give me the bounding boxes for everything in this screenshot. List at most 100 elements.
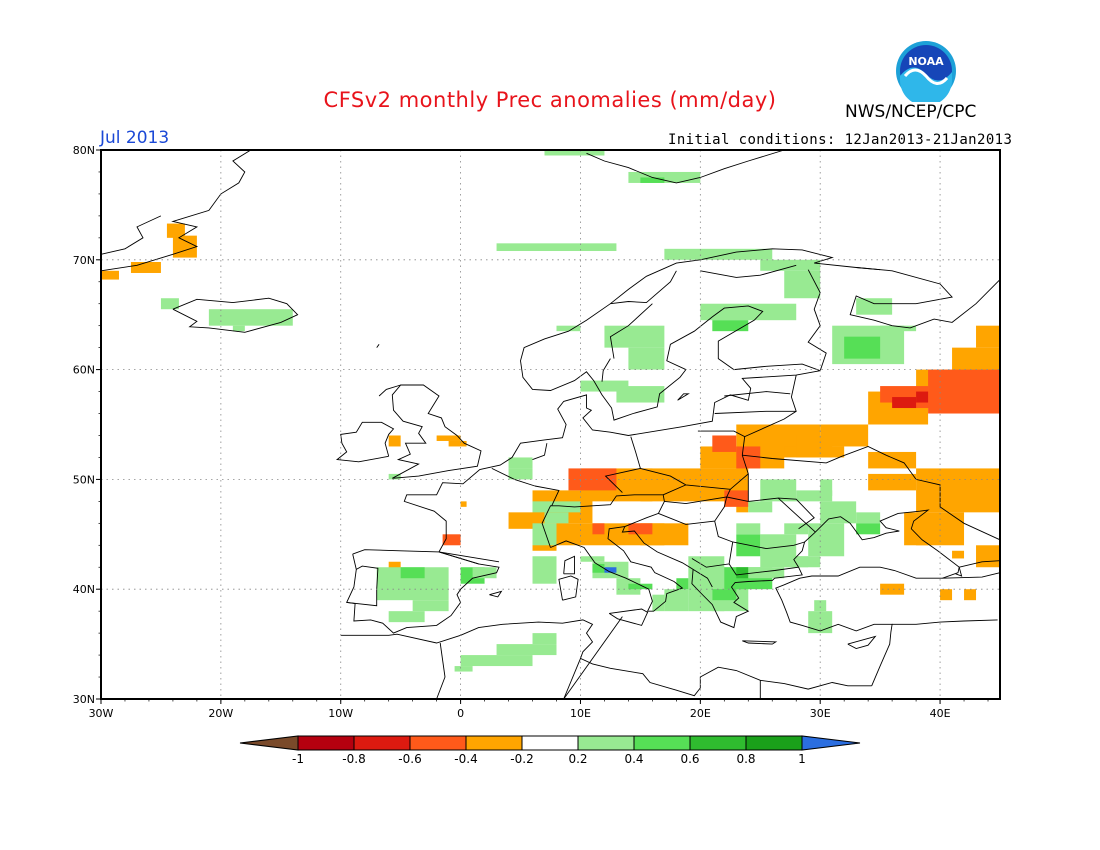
coastline bbox=[489, 590, 503, 598]
coastline bbox=[335, 421, 395, 463]
coastline bbox=[436, 642, 446, 700]
coastline bbox=[346, 565, 379, 607]
coastline bbox=[563, 555, 575, 575]
anomaly-cell bbox=[760, 259, 821, 271]
anomaly-cell bbox=[964, 589, 977, 601]
anomaly-cell bbox=[952, 347, 1000, 370]
lat-tick-label: 40N bbox=[73, 583, 95, 596]
anomaly-cell bbox=[532, 501, 581, 513]
colorbar-segment bbox=[465, 735, 523, 751]
coastline bbox=[608, 608, 649, 626]
coastlines bbox=[100, 149, 1001, 700]
coastline bbox=[677, 393, 690, 401]
colorbar-label: 1 bbox=[798, 752, 806, 766]
coastline bbox=[742, 446, 887, 464]
coastline bbox=[376, 344, 380, 348]
anomaly-cell bbox=[736, 523, 761, 535]
colorbar-label: -0.4 bbox=[454, 752, 478, 766]
colorbar-segment bbox=[745, 735, 803, 751]
anomaly-cell bbox=[460, 655, 533, 667]
lat-tick-label: 50N bbox=[73, 473, 95, 486]
anomaly-cell bbox=[784, 523, 809, 535]
coastline bbox=[534, 485, 560, 506]
anomaly-cell bbox=[796, 556, 821, 568]
anomaly-cell bbox=[784, 270, 821, 299]
coastline bbox=[942, 572, 1001, 579]
anomaly-cell bbox=[592, 523, 605, 535]
coastline bbox=[520, 248, 1001, 421]
anomaly-cell bbox=[508, 468, 533, 480]
coastline bbox=[610, 270, 677, 305]
anomaly-cell bbox=[532, 556, 557, 584]
anomaly-cell bbox=[442, 534, 461, 546]
colorbar-segment bbox=[353, 735, 411, 751]
lon-tick-label: 0 bbox=[457, 707, 464, 720]
lon-tick-label: 10E bbox=[570, 707, 591, 720]
lat-tick-label: 60N bbox=[73, 364, 95, 377]
colorbar-label: -0.6 bbox=[398, 752, 422, 766]
coastline bbox=[885, 454, 1001, 541]
coastline bbox=[609, 303, 653, 359]
map-frame bbox=[100, 149, 1001, 700]
lon-tick-label: 20W bbox=[208, 707, 233, 720]
anomaly-cell bbox=[640, 523, 689, 546]
coastline bbox=[532, 443, 548, 461]
anomaly-cell bbox=[472, 567, 497, 579]
anomaly-cell bbox=[454, 666, 473, 672]
colorbar-label: 0.6 bbox=[680, 752, 700, 766]
anomaly-cell bbox=[868, 473, 917, 491]
anomaly-cell bbox=[892, 397, 917, 409]
coastline bbox=[391, 384, 482, 479]
anomaly-cell bbox=[880, 583, 905, 595]
anomaly-cells bbox=[101, 150, 1000, 672]
lat-tick-label: 30N bbox=[73, 693, 95, 706]
colorbar-label: -1 bbox=[292, 752, 304, 766]
coastline bbox=[550, 509, 960, 686]
colorbar-label: 0.2 bbox=[568, 752, 588, 766]
coastline bbox=[692, 569, 713, 588]
coastline bbox=[100, 215, 162, 255]
colorbar bbox=[239, 735, 861, 751]
anomaly-cell bbox=[796, 435, 833, 458]
anomaly-cell bbox=[844, 336, 881, 359]
coastline bbox=[378, 384, 401, 397]
anomaly-cell bbox=[496, 644, 557, 656]
anomaly-cell bbox=[544, 512, 569, 524]
anomaly-cell bbox=[664, 248, 773, 260]
anomaly-cell bbox=[676, 578, 689, 590]
map-grid bbox=[101, 150, 1000, 699]
coastline bbox=[100, 149, 252, 272]
coastline bbox=[691, 541, 734, 568]
anomaly-cell bbox=[532, 523, 557, 546]
anomaly-cell bbox=[208, 309, 293, 326]
anomaly-cell bbox=[820, 501, 857, 524]
anomaly-cell bbox=[976, 545, 1000, 568]
anomaly-cell bbox=[916, 391, 929, 403]
anomaly-cell bbox=[532, 633, 557, 645]
anomaly-cell bbox=[130, 261, 161, 273]
coastline bbox=[892, 619, 998, 625]
colorbar-arrow-high bbox=[801, 735, 861, 751]
coastline bbox=[724, 391, 791, 397]
anomaly-cell bbox=[856, 298, 893, 315]
colorbar-segment bbox=[577, 735, 635, 751]
anomaly-cell bbox=[388, 435, 401, 447]
anomaly-cell bbox=[640, 177, 665, 183]
coastline bbox=[807, 269, 827, 371]
colorbar-label: -0.2 bbox=[510, 752, 534, 766]
anomaly-cell bbox=[496, 243, 617, 252]
noaa-logo-icon: NOAA bbox=[896, 41, 956, 102]
coastline bbox=[742, 640, 778, 645]
coastline bbox=[172, 297, 299, 333]
coastline bbox=[563, 616, 623, 700]
coastline bbox=[664, 489, 731, 505]
anomaly-cell bbox=[796, 490, 833, 502]
colorbar-segment bbox=[633, 735, 691, 751]
anomaly-cell bbox=[616, 386, 665, 403]
anomaly-cell bbox=[544, 150, 605, 156]
anomaly-cell bbox=[952, 550, 965, 559]
anomaly-cell bbox=[736, 446, 761, 469]
chart-title: CFSv2 monthly Prec anomalies (mm/day) bbox=[323, 88, 777, 112]
anomaly-cell bbox=[652, 594, 665, 612]
anomaly-cell bbox=[808, 523, 845, 557]
